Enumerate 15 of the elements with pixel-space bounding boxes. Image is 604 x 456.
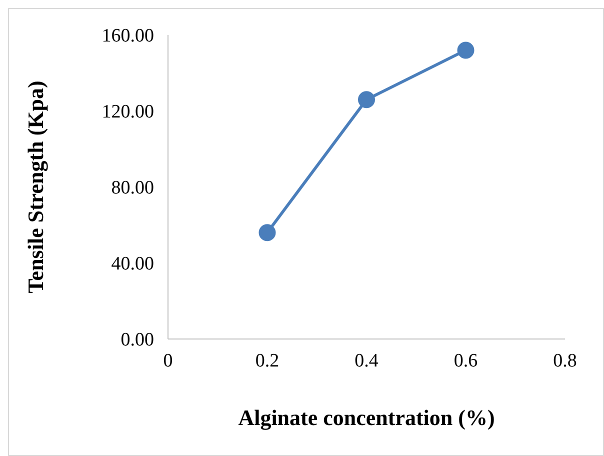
x-tick-label: 0.2 [255,350,280,372]
y-tick-label: 40.00 [111,254,154,275]
x-tick-label: 0.8 [553,350,577,372]
point [457,42,474,59]
y-axis-title: Tensile Strength (Kpa) [22,80,48,294]
x-tick-label: 0.6 [454,350,478,372]
x-axis-title: Alginate concentration (%) [238,405,495,430]
y-tick-label: 160.00 [102,26,154,47]
x-tick-label: 0 [163,350,173,372]
point [258,224,276,242]
y-tick-label: 80.00 [111,178,154,199]
x-tick-label: 0.4 [354,350,379,372]
point [358,91,375,108]
y-tick-label: 0.00 [120,330,154,351]
y-tick-label: 120.00 [102,102,154,123]
